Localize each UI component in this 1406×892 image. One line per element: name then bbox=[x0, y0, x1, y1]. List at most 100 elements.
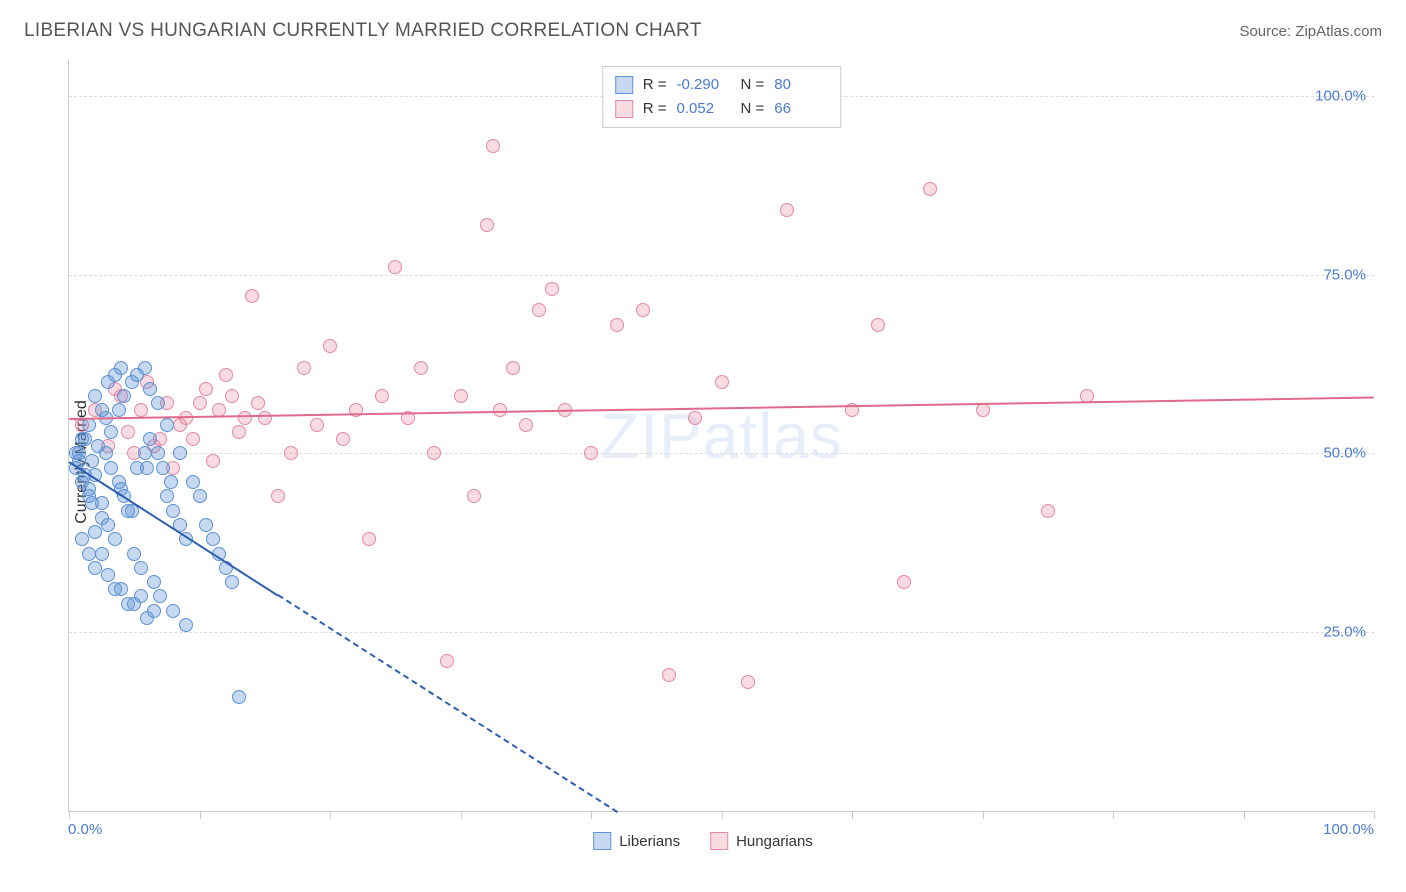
x-tick bbox=[330, 811, 331, 819]
point-liberian bbox=[166, 604, 180, 618]
point-hungarian bbox=[323, 339, 337, 353]
point-hungarian bbox=[454, 389, 468, 403]
point-hungarian bbox=[467, 489, 481, 503]
point-liberian bbox=[95, 511, 109, 525]
point-liberian bbox=[179, 618, 193, 632]
point-hungarian bbox=[414, 361, 428, 375]
point-hungarian bbox=[427, 446, 441, 460]
x-tick bbox=[69, 811, 70, 819]
point-liberian bbox=[95, 403, 109, 417]
point-liberian bbox=[82, 482, 96, 496]
point-hungarian bbox=[923, 182, 937, 196]
point-hungarian bbox=[284, 446, 298, 460]
point-hungarian bbox=[480, 218, 494, 232]
point-liberian bbox=[75, 432, 89, 446]
trend-line-liberian-dash bbox=[277, 594, 617, 813]
legend-stats: R =-0.290N =80R =0.052N =66 bbox=[602, 66, 842, 128]
point-liberian bbox=[85, 496, 99, 510]
point-liberian bbox=[108, 582, 122, 596]
point-liberian bbox=[99, 446, 113, 460]
point-liberian bbox=[160, 489, 174, 503]
point-hungarian bbox=[238, 411, 252, 425]
x-tick bbox=[983, 811, 984, 819]
point-liberian bbox=[206, 532, 220, 546]
point-liberian bbox=[85, 454, 99, 468]
point-liberian bbox=[117, 389, 131, 403]
point-hungarian bbox=[232, 425, 246, 439]
x-tick bbox=[722, 811, 723, 819]
point-liberian bbox=[82, 418, 96, 432]
point-hungarian bbox=[297, 361, 311, 375]
x-tick bbox=[1374, 811, 1375, 819]
point-hungarian bbox=[584, 446, 598, 460]
source-label: Source: ZipAtlas.com bbox=[1239, 23, 1382, 40]
point-hungarian bbox=[219, 368, 233, 382]
point-hungarian bbox=[519, 418, 533, 432]
legend-label: Hungarians bbox=[736, 833, 813, 850]
point-hungarian bbox=[173, 418, 187, 432]
point-liberian bbox=[104, 425, 118, 439]
point-liberian bbox=[134, 561, 148, 575]
legend-swatch bbox=[615, 76, 633, 94]
point-liberian bbox=[153, 589, 167, 603]
x-tick bbox=[200, 811, 201, 819]
point-liberian bbox=[160, 418, 174, 432]
legend-item: Liberians bbox=[593, 832, 680, 850]
point-hungarian bbox=[251, 396, 265, 410]
point-liberian bbox=[121, 597, 135, 611]
point-liberian bbox=[225, 575, 239, 589]
point-hungarian bbox=[545, 282, 559, 296]
point-liberian bbox=[112, 403, 126, 417]
gridline bbox=[69, 275, 1374, 276]
x-tick bbox=[1244, 811, 1245, 819]
point-hungarian bbox=[715, 375, 729, 389]
point-liberian bbox=[112, 475, 126, 489]
point-liberian bbox=[88, 561, 102, 575]
x-tick bbox=[591, 811, 592, 819]
x-axis-max-label: 100.0% bbox=[1323, 821, 1374, 838]
point-liberian bbox=[232, 690, 246, 704]
y-tick-label: 75.0% bbox=[1323, 266, 1366, 283]
point-liberian bbox=[130, 461, 144, 475]
point-liberian bbox=[156, 461, 170, 475]
point-liberian bbox=[147, 604, 161, 618]
point-hungarian bbox=[310, 418, 324, 432]
x-tick bbox=[852, 811, 853, 819]
point-hungarian bbox=[741, 675, 755, 689]
point-hungarian bbox=[193, 396, 207, 410]
point-liberian bbox=[199, 518, 213, 532]
trend-line-hungarian bbox=[69, 396, 1374, 419]
point-liberian bbox=[75, 532, 89, 546]
gridline bbox=[69, 632, 1374, 633]
point-hungarian bbox=[388, 260, 402, 274]
point-hungarian bbox=[186, 432, 200, 446]
point-hungarian bbox=[662, 668, 676, 682]
point-liberian bbox=[88, 525, 102, 539]
x-tick bbox=[461, 811, 462, 819]
point-hungarian bbox=[199, 382, 213, 396]
chart-title: LIBERIAN VS HUNGARIAN CURRENTLY MARRIED … bbox=[24, 20, 702, 42]
point-liberian bbox=[166, 504, 180, 518]
legend-stat-row: R =0.052N =66 bbox=[615, 97, 829, 121]
point-hungarian bbox=[610, 318, 624, 332]
point-hungarian bbox=[134, 403, 148, 417]
legend-swatch bbox=[593, 832, 611, 850]
point-hungarian bbox=[897, 575, 911, 589]
point-liberian bbox=[138, 361, 152, 375]
point-liberian bbox=[143, 382, 157, 396]
point-liberian bbox=[186, 475, 200, 489]
point-liberian bbox=[143, 432, 157, 446]
point-hungarian bbox=[688, 411, 702, 425]
point-hungarian bbox=[362, 532, 376, 546]
legend-stat-row: R =-0.290N =80 bbox=[615, 73, 829, 97]
point-hungarian bbox=[225, 389, 239, 403]
point-liberian bbox=[108, 532, 122, 546]
legend-swatch bbox=[710, 832, 728, 850]
point-liberian bbox=[127, 547, 141, 561]
x-tick bbox=[1113, 811, 1114, 819]
point-liberian bbox=[147, 575, 161, 589]
point-hungarian bbox=[871, 318, 885, 332]
gridline bbox=[69, 453, 1374, 454]
point-liberian bbox=[114, 361, 128, 375]
legend-item: Hungarians bbox=[710, 832, 813, 850]
